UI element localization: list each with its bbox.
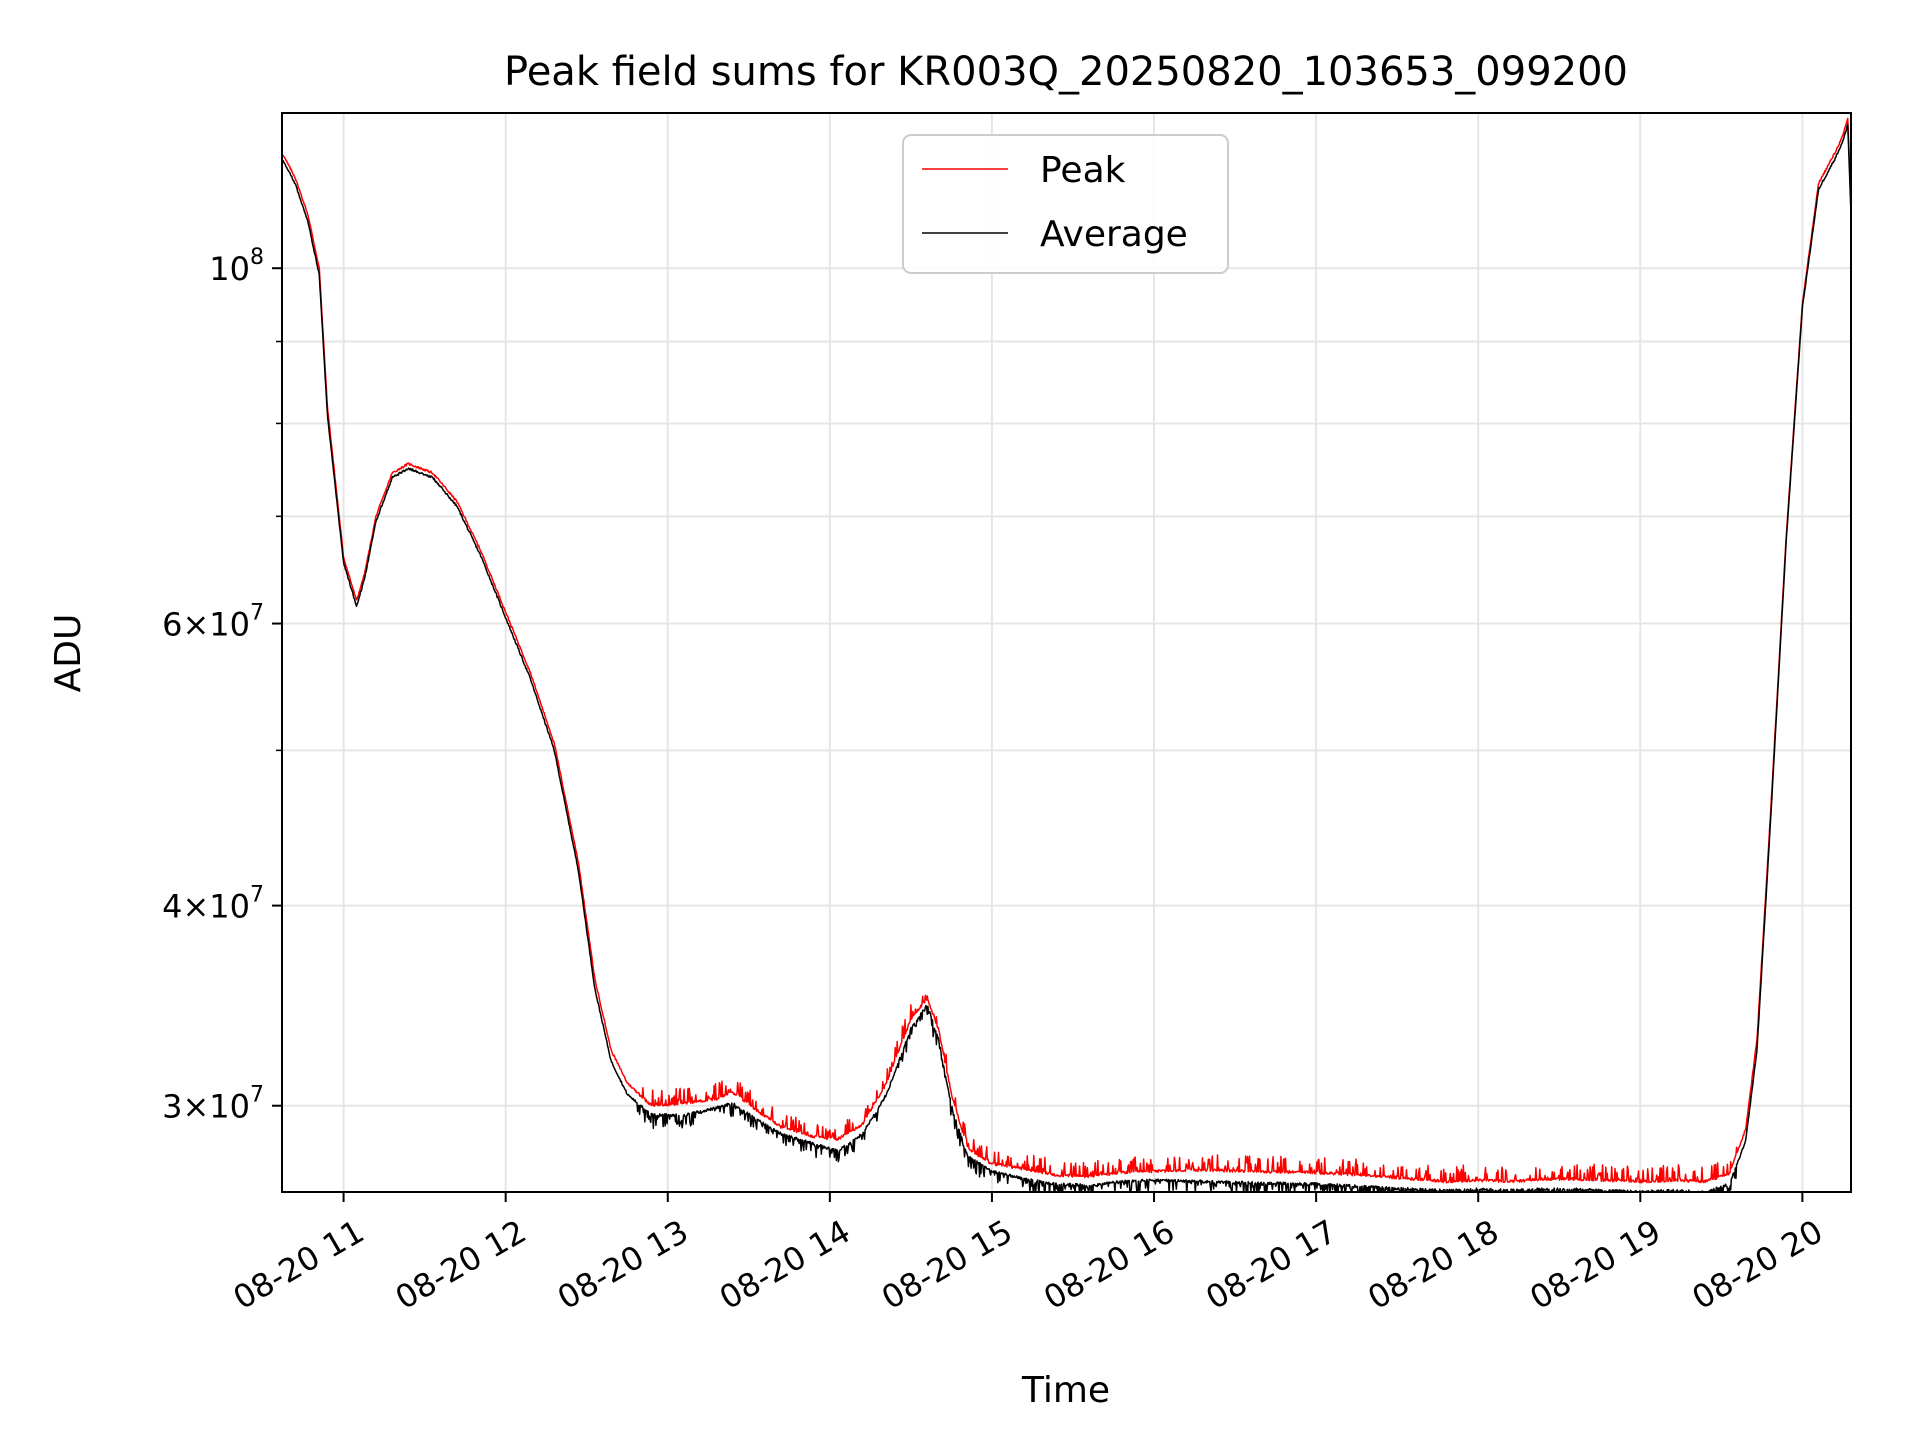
x-tick-label: 08-20 13	[551, 1212, 695, 1317]
x-tick-label: 08-20 11	[227, 1212, 371, 1317]
y-tick-exponent: 7	[250, 1083, 264, 1108]
y-axis-label: ADU	[48, 614, 89, 693]
y-tick-mantissa: 10	[209, 250, 250, 288]
plot-frame	[281, 112, 1852, 1193]
x-axis-ticks: 08-20 11 08-20 12 08-20 13 08-20 14 08-20 15…	[227, 1192, 1829, 1317]
x-tick-label: 08-20 12	[389, 1212, 533, 1317]
y-tick-label: 3×107	[162, 1083, 264, 1126]
x-axis-label: Time	[1021, 1370, 1110, 1411]
series-layer	[282, 117, 1851, 1192]
y-tick-mantissa: 6×10	[162, 606, 250, 644]
x-tick-label: 08-20 18	[1361, 1212, 1505, 1317]
x-tick-label: 08-20 16	[1037, 1212, 1181, 1317]
legend: Peak Average	[902, 134, 1229, 274]
y-tick-exponent: 8	[250, 245, 264, 270]
x-tick-label: 08-20 14	[713, 1212, 857, 1317]
y-tick-mantissa: 4×10	[162, 888, 250, 926]
legend-label-average: Average	[1040, 214, 1188, 255]
x-tick-label: 08-20 20	[1686, 1212, 1830, 1317]
y-tick-mantissa: 3×10	[162, 1088, 250, 1126]
grid	[282, 113, 1851, 1192]
y-tick-label: 6×107	[162, 601, 264, 644]
legend-label-peak: Peak	[1040, 150, 1126, 191]
x-tick-label: 08-20 17	[1199, 1212, 1343, 1317]
series-line-average	[282, 123, 1851, 1192]
x-tick-label: 08-20 19	[1523, 1212, 1667, 1317]
y-tick-label: 4×107	[162, 883, 264, 926]
series-line-peak	[282, 117, 1851, 1184]
x-tick-label: 08-20 15	[875, 1212, 1019, 1317]
y-tick-exponent: 7	[250, 883, 264, 908]
y-tick-exponent: 7	[250, 601, 264, 626]
chart-title: Peak field sums for KR003Q_20250820_1036…	[504, 49, 1628, 95]
y-tick-label: 108	[209, 245, 264, 288]
